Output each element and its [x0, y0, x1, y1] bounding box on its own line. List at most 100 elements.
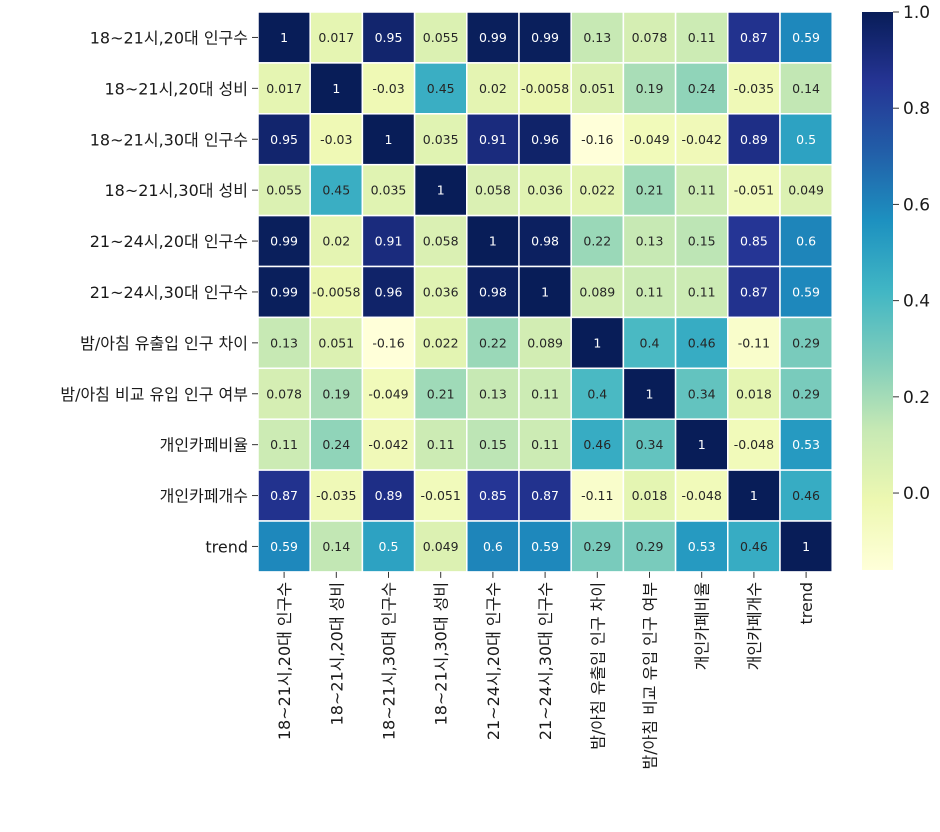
heatmap-cell: [674, 113, 729, 166]
row-label: 21~24시,20대 인구수: [90, 232, 248, 251]
cell-value: 0.078: [632, 30, 668, 45]
heatmap-cell: [257, 418, 311, 471]
cell-value: 0.6: [483, 539, 503, 554]
heatmap-cell: [257, 367, 311, 420]
cell-value: 0.21: [636, 183, 664, 198]
cell-value: -0.035: [316, 488, 356, 503]
cell-value: 0.017: [266, 81, 302, 96]
heatmap-cell: [727, 367, 781, 420]
heatmap-cell: [674, 163, 729, 217]
cell-value: 0.46: [792, 488, 820, 503]
cell-value: 0.15: [688, 234, 716, 249]
heatmap-cell: [570, 367, 625, 420]
cell-value: 0.99: [270, 284, 298, 299]
cell-value: 1: [489, 234, 497, 249]
column-label: 개인카페비율: [693, 582, 712, 670]
heatmap-cell: [779, 62, 833, 115]
cell-value: -0.048: [682, 488, 722, 503]
cell-value: 0.036: [423, 284, 459, 299]
heatmap-cell: [779, 367, 833, 420]
heatmap-cell: [413, 214, 468, 268]
cell-value: -0.035: [734, 81, 774, 96]
cell-value: 0.055: [423, 30, 459, 45]
cell-value: 0.018: [736, 386, 772, 401]
row-label: 18~21시,20대 인구수: [90, 28, 248, 47]
heatmap-cell: [674, 520, 729, 573]
cell-value: 0.017: [318, 30, 354, 45]
heatmap-cell: [518, 11, 572, 64]
cell-value: 0.078: [266, 386, 302, 401]
row-label: 18~21시,30대 성비: [104, 181, 248, 200]
cell-value: 0.058: [423, 234, 459, 249]
cell-value: 1: [280, 30, 288, 45]
cell-value: 0.11: [270, 437, 298, 452]
cell-value: -0.0058: [312, 284, 360, 299]
colorbar: 0.0 0.2 0.4 0.6 0.8 1.0: [862, 3, 930, 570]
cell-value: 0.036: [527, 183, 563, 198]
heatmap-cell: [779, 214, 833, 268]
cell-value: -0.048: [734, 437, 774, 452]
heatmap-cell: [674, 469, 729, 522]
cell-value: 1: [541, 284, 549, 299]
heatmap-cell: [674, 62, 729, 115]
row-label: trend: [205, 537, 248, 556]
cell-value: 0.049: [423, 539, 459, 554]
cell-value: 0.24: [322, 437, 350, 452]
cell-value: -0.03: [320, 132, 352, 147]
heatmap-cell: [727, 11, 781, 64]
heatmap-cell: [727, 316, 781, 370]
cell-value: 0.055: [266, 183, 302, 198]
cell-value: 0.022: [423, 335, 459, 350]
heatmap-cell: [570, 418, 625, 471]
column-label: 18~21시,30대 성비: [432, 582, 451, 726]
heatmap-cell: [518, 214, 572, 268]
cell-value: 0.53: [688, 539, 716, 554]
cell-value: -0.042: [368, 437, 408, 452]
heatmap-cell: [361, 469, 416, 522]
heatmap-cell: [622, 367, 677, 420]
cell-value: 0.15: [479, 437, 507, 452]
colorbar-tick-label: 1.0: [903, 3, 930, 23]
cell-value: 0.19: [322, 386, 350, 401]
cell-value: -0.042: [682, 132, 722, 147]
cell-value: 1: [698, 437, 706, 452]
cell-value: 0.34: [688, 386, 716, 401]
cell-value: 0.02: [479, 81, 507, 96]
column-label: 개인카페개수: [745, 582, 764, 670]
cell-value: 1: [332, 81, 340, 96]
colorbar-tick-label: 0.8: [903, 99, 930, 119]
cell-value: 0.22: [583, 234, 611, 249]
cell-value: 0.11: [688, 30, 716, 45]
colorbar-tick-label: 0.0: [903, 484, 930, 504]
cell-value: -0.049: [629, 132, 669, 147]
cell-value: 0.34: [636, 437, 664, 452]
cell-value: 0.91: [479, 132, 507, 147]
heatmap-cell: [309, 316, 364, 370]
heatmap-cell: [779, 520, 833, 573]
cell-value: 1: [646, 386, 654, 401]
heatmap-cell: [727, 214, 781, 268]
heatmap-cell: [674, 265, 729, 319]
cell-value: 0.46: [688, 335, 716, 350]
cell-value: 0.049: [788, 183, 824, 198]
heatmap-cell: [361, 418, 416, 471]
colorbar-tick-label: 0.4: [903, 292, 930, 312]
heatmap-cell: [257, 265, 311, 319]
cell-value: 0.85: [740, 234, 768, 249]
heatmap-cell: [413, 265, 468, 319]
cell-value: 0.11: [636, 284, 664, 299]
cell-value: 0.14: [322, 539, 350, 554]
heatmap-cell: [518, 265, 572, 319]
column-label: 21~24시,30대 인구수: [536, 582, 555, 740]
cell-value: 0.46: [740, 539, 768, 554]
cell-value: 0.022: [579, 183, 615, 198]
cell-value: 1: [750, 488, 758, 503]
row-label: 밤/아침 유출입 인구 차이: [80, 334, 248, 353]
cell-value: 0.87: [531, 488, 559, 503]
cell-value: 1: [385, 132, 393, 147]
cell-value: 0.14: [792, 81, 820, 96]
column-label: 18~21시,30대 인구수: [380, 582, 399, 740]
heatmap-cell: [518, 520, 572, 573]
cell-value: 0.051: [318, 335, 354, 350]
column-label: 밤/아침 비교 유입 인구 여부: [641, 582, 660, 770]
